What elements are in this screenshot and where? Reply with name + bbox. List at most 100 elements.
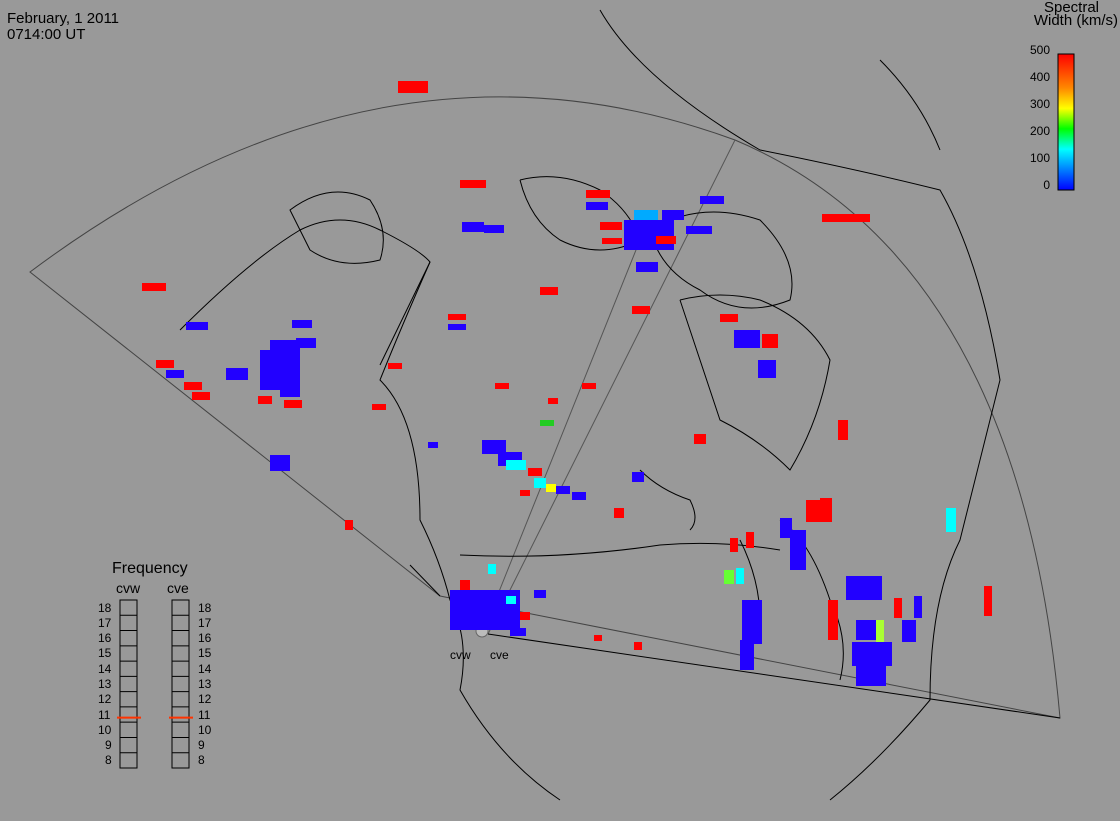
scatter-cell: [460, 580, 470, 590]
scatter-cell: [280, 385, 300, 397]
scatter-cell: [540, 287, 558, 295]
colorbar-tick-label: 0: [1043, 178, 1050, 192]
radar-label-cvw: cvw: [450, 648, 471, 662]
frequency-gauge-cvw: [119, 599, 138, 769]
scatter-cell: [828, 600, 838, 640]
frequency-tick-label-right: 11: [198, 707, 211, 722]
scatter-cell: [156, 360, 174, 368]
scatter-cell: [746, 532, 754, 548]
frequency-tick-label-right: 12: [198, 692, 212, 707]
scatter-cell: [586, 202, 608, 210]
scatter-cell: [734, 330, 760, 348]
scatter-cell: [740, 640, 754, 670]
scatter-cell: [345, 520, 353, 530]
scatter-cell: [296, 338, 316, 348]
scatter-cell: [520, 490, 530, 496]
frequency-tick-label-right: 10: [198, 722, 212, 737]
scatter-cell: [876, 620, 884, 642]
scatter-cell: [142, 283, 166, 291]
time-label: 0714:00 UT: [7, 26, 86, 43]
scatter-cell: [506, 596, 516, 604]
scatter-cell: [495, 383, 509, 389]
scatter-cell: [634, 642, 642, 650]
frequency-tick-label-right: 8: [198, 753, 205, 768]
frequency-tick-label-left: 13: [98, 677, 112, 691]
frequency-tick-label-left: 17: [98, 615, 112, 630]
scatter-cell: [736, 568, 744, 584]
scatter-cell: [838, 420, 848, 440]
scatter-cell: [730, 538, 738, 552]
scatter-cell: [192, 392, 210, 400]
scatter-cell: [556, 486, 570, 494]
scatter-cell: [460, 180, 486, 188]
scatter-cell: [166, 370, 184, 378]
colorbar-title-line2: Width (km/s): [1033, 12, 1118, 29]
frequency-tick-label-right: 16: [198, 631, 212, 646]
scatter-cell: [856, 620, 880, 640]
scatter-cell: [448, 324, 466, 330]
scatter-cell: [902, 620, 916, 642]
frequency-tick-label-left: 14: [98, 661, 112, 676]
date-label: February, 1 2011: [7, 10, 120, 27]
colorbar-title-line1: Spectral: [1043, 0, 1099, 16]
scatter-cell: [762, 334, 778, 348]
frequency-tick-label-left: 12: [98, 692, 112, 707]
scatter-cell: [632, 472, 644, 482]
frequency-col-cve: cve: [167, 580, 189, 596]
beam-boundary-line: [487, 139, 736, 635]
scatter-cell: [448, 314, 466, 320]
frequency-tick-label-left: 16: [98, 631, 112, 646]
frequency-title: Frequency: [112, 560, 188, 577]
frequency-tick-label-right: 15: [198, 646, 212, 661]
scatter-cell: [602, 238, 622, 244]
frequency-tick-label-right: 9: [198, 738, 205, 753]
frequency-col-cvw: cvw: [116, 580, 141, 596]
frequency-tick-label-right: 14: [198, 661, 212, 676]
scatter-cell: [510, 628, 526, 636]
radar-label-cve: cve: [490, 648, 509, 662]
scatter-cell: [984, 586, 992, 616]
scatter-cell: [398, 81, 428, 93]
scatter-cell: [260, 350, 300, 390]
scatter-cell: [484, 225, 504, 233]
scatter-cell: [758, 360, 776, 378]
scatter-cell: [846, 576, 882, 600]
scatter-cell: [720, 314, 738, 322]
scatter-cell: [686, 226, 712, 234]
scatter-cell: [258, 396, 272, 404]
scatter-cell: [694, 434, 706, 444]
scatter-cell: [586, 190, 610, 198]
boundaries: [379, 261, 1061, 719]
scatter-cell: [482, 440, 506, 454]
scatter-cell: [428, 442, 438, 448]
scatter-cell: [636, 262, 658, 272]
scatter-cell: [946, 508, 956, 532]
scatter-cell: [270, 340, 300, 352]
scatter-cell: [462, 222, 484, 232]
scatter-cell: [662, 210, 684, 220]
scatter-cell: [806, 500, 820, 522]
scatter-cell: [534, 590, 546, 598]
scatter-cell: [790, 530, 806, 570]
fov-outline: [29, 96, 1061, 719]
scatter-cell: [520, 612, 530, 620]
scatter-cell: [372, 404, 386, 410]
scatter-cell: [548, 398, 558, 404]
scatter-cell: [852, 642, 892, 666]
scatter-cell: [632, 306, 650, 314]
colorbar-tick-label: 100: [1029, 151, 1050, 165]
scatter-cell: [594, 635, 602, 641]
scatter-cell: [822, 214, 870, 222]
colorbar-tick-label: 500: [1029, 43, 1050, 57]
scatter-cell: [388, 363, 402, 369]
beam-boundary-line: [481, 239, 641, 635]
scatter-cell: [506, 460, 526, 470]
scatter-cell: [894, 598, 902, 618]
frequency-tick-label-left: 11: [98, 707, 111, 722]
frequency-tick-label-left: 9: [105, 738, 112, 753]
scatter-cells: [142, 81, 992, 686]
scatter-cell: [614, 508, 624, 518]
scatter-cell: [624, 220, 674, 250]
frequency-tick-label-right: 17: [198, 615, 212, 630]
